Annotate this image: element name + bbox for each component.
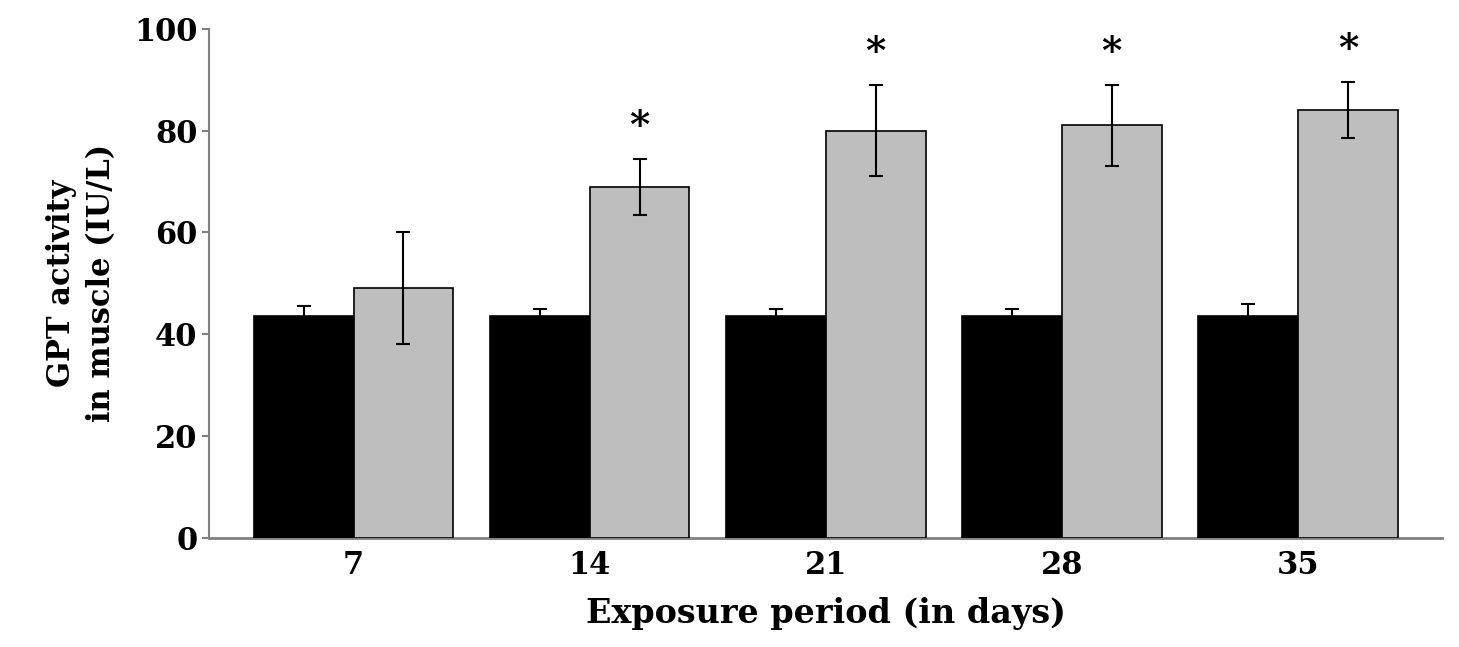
X-axis label: Exposure period (in days): Exposure period (in days) (587, 597, 1065, 630)
Bar (254, 316, 353, 538)
Bar (589, 186, 690, 538)
Text: *: * (865, 34, 886, 72)
Bar (826, 131, 925, 538)
Text: *: * (1338, 32, 1358, 69)
Bar (353, 289, 454, 538)
Text: *: * (1102, 34, 1122, 72)
Bar (1062, 126, 1161, 538)
Bar (490, 316, 589, 538)
Bar (963, 316, 1062, 538)
Bar (1198, 316, 1299, 538)
Bar (727, 316, 826, 538)
Y-axis label: GPT activity
in muscle (IU/L): GPT activity in muscle (IU/L) (45, 144, 117, 422)
Text: *: * (629, 108, 649, 146)
Bar (1299, 110, 1398, 538)
